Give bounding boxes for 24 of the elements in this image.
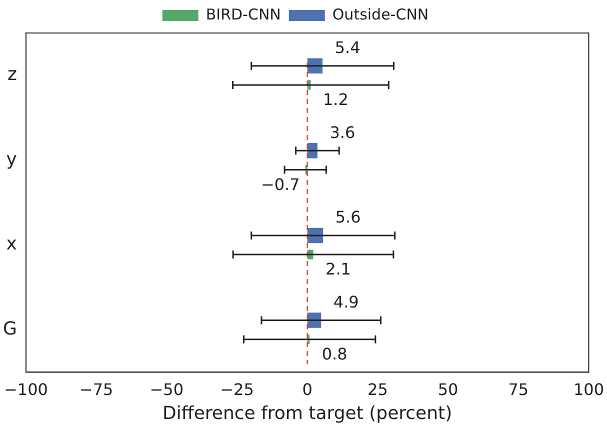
data-label: 4.9 — [333, 292, 359, 312]
y-tick-label: z — [7, 64, 17, 86]
x-tick-label: 50 — [438, 380, 458, 399]
data-label: 5.4 — [334, 38, 360, 58]
data-label: 3.6 — [330, 122, 356, 142]
data-label: 5.6 — [335, 208, 361, 227]
data-label: 2.1 — [326, 260, 351, 279]
x-tick-label: 25 — [368, 380, 388, 399]
x-tick-label: −100 — [4, 380, 48, 399]
x-tick-label: 100 — [573, 380, 604, 399]
legend-label: BIRD-CNN — [206, 5, 281, 24]
y-tick-label: G — [2, 318, 17, 340]
x-axis-title: Difference from target (percent) — [162, 402, 452, 424]
x-tick-label: −75 — [79, 380, 114, 399]
y-tick-label: y — [6, 148, 18, 170]
x-tick-label: −50 — [150, 380, 184, 399]
x-tick-label: 0 — [302, 380, 312, 399]
legend-label: Outside-CNN — [332, 5, 429, 24]
y-tick-label: x — [6, 234, 18, 255]
x-tick-label: 75 — [508, 380, 529, 399]
data-label: 0.8 — [322, 344, 348, 364]
data-label: 1.2 — [322, 90, 348, 110]
x-tick-label: −25 — [220, 380, 254, 399]
data-label: −0.7 — [260, 174, 300, 194]
